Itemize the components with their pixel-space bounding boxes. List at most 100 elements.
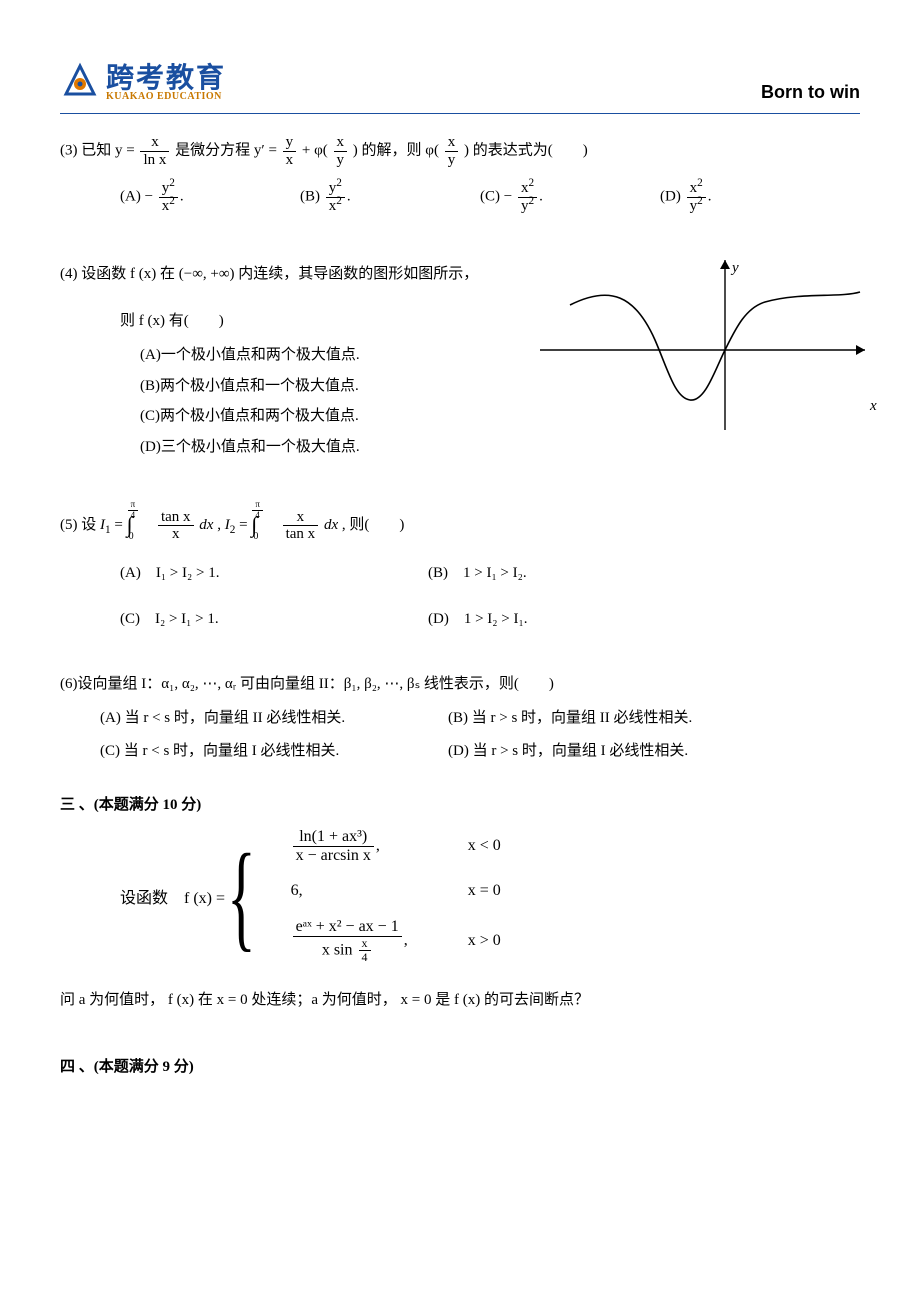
frac-num: tan x (158, 509, 194, 527)
q5-frac2: x tan x (283, 509, 319, 543)
frac-num: x (283, 509, 319, 527)
q6-stem: 设向量组 I：α₁, α₂, ⋯, αᵣ 可由向量组 II：β₁, β₂, ⋯,… (78, 676, 554, 692)
q5-tail: , 则( ) (342, 517, 405, 533)
q5-frac1: tan x x (158, 509, 194, 543)
section-3-ask: 问 a 为何值时， f (x) 在 x = 0 处连续；a 为何值时， x = … (60, 986, 860, 1015)
frac-num: y (283, 134, 297, 152)
neg-sign: − (145, 188, 153, 204)
question-4: (4) 设函数 f (x) 在 (−∞, +∞) 内连续，其导函数的图形如图所示… (60, 260, 860, 461)
case3-expr: eᵃˣ + x² − ax − 1 x sin x 4 , (291, 918, 408, 964)
frac: y2 x2 (326, 180, 345, 214)
comma: , (376, 837, 380, 854)
q4-graph: y x (540, 250, 880, 440)
frac-num: x (359, 937, 371, 951)
logo-en: KUAKAO EDUCATION (106, 92, 226, 102)
question-6: (6)设向量组 I：α₁, α₂, ⋯, αᵣ 可由向量组 II：β₁, β₂,… (60, 670, 860, 766)
axis-y-label: y (730, 260, 739, 276)
frac: x2 y2 (687, 180, 706, 214)
q6-opt-a: (A) 当 r < s 时，向量组 II 必线性相关. (100, 704, 440, 733)
frac-num: x (140, 134, 169, 152)
q5-opt-c: (C) I₂ > I₁ > 1. (120, 605, 420, 634)
q4-stem: 设函数 f (x) 在 (−∞, +∞) 内连续，其导函数的图形如图所示， (81, 266, 478, 282)
q3-opt-a: (A) − y2 x2 . (120, 180, 280, 214)
q5-opt-a: (A) I₁ > I₂ > 1. (120, 559, 420, 588)
eq: = (239, 517, 251, 533)
frac-den: y (334, 152, 348, 169)
q5-number: (5) (60, 517, 78, 533)
opt-label: (A) (120, 188, 141, 204)
logo-cn: 跨考教育 (106, 64, 226, 92)
frac-den: 4 (359, 951, 371, 964)
q3-eq-y: y = (115, 142, 135, 158)
case2-expr: 6, (291, 882, 408, 900)
logo-icon (60, 60, 100, 105)
frac: y2 x2 (159, 180, 178, 214)
frac-den: x (158, 526, 194, 543)
opt-label: (B) (300, 188, 320, 204)
q3-options: (A) − y2 x2 . (B) y2 x2 . (C) − x2 y2 (60, 180, 860, 220)
q3-frac2: y x (283, 134, 297, 168)
logo: 跨考教育 KUAKAO EDUCATION (60, 60, 226, 105)
case2-cond: x = 0 (468, 882, 501, 900)
opt-label: (D) (660, 188, 681, 204)
sub: 2 (230, 524, 236, 536)
frac-den: y2 (518, 198, 537, 215)
period: . (539, 188, 543, 204)
frac-den: y (445, 152, 459, 169)
q6-number: (6) (60, 676, 78, 692)
frac: ln(1 + ax³) x − arcsin x (293, 828, 374, 864)
frac-den: 4 (252, 511, 263, 521)
period: . (708, 188, 712, 204)
sub: 1 (105, 524, 111, 536)
q6-opt-b: (B) 当 r > s 时，向量组 II 必线性相关. (448, 704, 788, 733)
question-5: (5) 设 I1 = ∫0π4 tan x x dx , I2 = ∫0π4 x… (60, 501, 860, 634)
logo-text: 跨考教育 KUAKAO EDUCATION (106, 64, 226, 102)
eq: = (114, 517, 126, 533)
frac-den: tan x (283, 526, 319, 543)
q3-close1: ) 的解，则 φ( (353, 142, 439, 158)
dx: dx (199, 517, 213, 533)
period: . (180, 188, 184, 204)
q5-options: (A) I₁ > I₂ > 1. (B) 1 > I₁ > I₂. (C) I₂… (60, 559, 860, 634)
frac-den: x sin x 4 (293, 937, 402, 964)
q3-frac1: x ln x (140, 134, 169, 168)
piecewise-lead: 设函数 f (x) = (120, 884, 225, 908)
frac-num: x (334, 134, 348, 152)
piecewise-function: 设函数 f (x) = { ln(1 + ax³) x − arcsin x ,… (60, 828, 860, 964)
frac-den: x − arcsin x (293, 847, 374, 865)
q3-close2: ) 的表达式为( ) (464, 142, 588, 158)
frac-num: eᵃˣ + x² − ax − 1 (293, 918, 402, 937)
frac-den: x (283, 152, 297, 169)
int-hi: π4 (250, 505, 265, 516)
section-3-title: 三 、(本题满分 10 分) (60, 793, 860, 814)
den-text: x sin (322, 941, 353, 958)
page-header: 跨考教育 KUAKAO EDUCATION Born to win (60, 60, 860, 114)
period: . (347, 188, 351, 204)
inner-frac: x 4 (359, 937, 371, 964)
q3-eq-yprime: y′ = (254, 142, 277, 158)
question-3: (3) 已知 y = x ln x 是微分方程 y′ = y x + φ( x … (60, 134, 860, 220)
frac-den: ln x (140, 152, 169, 169)
var: x (690, 180, 698, 196)
int-lo: 0 (129, 531, 134, 542)
section-4-title: 四 、(本题满分 9 分) (60, 1055, 860, 1076)
frac-den: 4 (128, 511, 139, 521)
case1-cond: x < 0 (468, 837, 501, 855)
comma: , (404, 932, 408, 949)
q3-frac3: x y (334, 134, 348, 168)
neg-sign: − (504, 188, 512, 204)
comma: , (217, 517, 225, 533)
q5-opt-d: (D) 1 > I₂ > I₁. (428, 605, 728, 634)
dx: dx (324, 517, 338, 533)
case3-cond: x > 0 (468, 932, 501, 950)
q6-options: (A) 当 r < s 时，向量组 II 必线性相关. (B) 当 r > s … (60, 704, 860, 765)
q5-stem-a: 设 (81, 517, 100, 533)
int-lo: 0 (253, 531, 258, 542)
axis-x-label: x (869, 398, 877, 414)
q3-opt-b: (B) y2 x2 . (300, 180, 460, 214)
q3-opt-c: (C) − x2 y2 . (480, 180, 640, 214)
q3-stem-a: 已知 (81, 142, 115, 158)
int-hi: π4 (126, 505, 141, 516)
frac: x2 y2 (518, 180, 537, 214)
q3-opt-d: (D) x2 y2 . (660, 180, 820, 214)
